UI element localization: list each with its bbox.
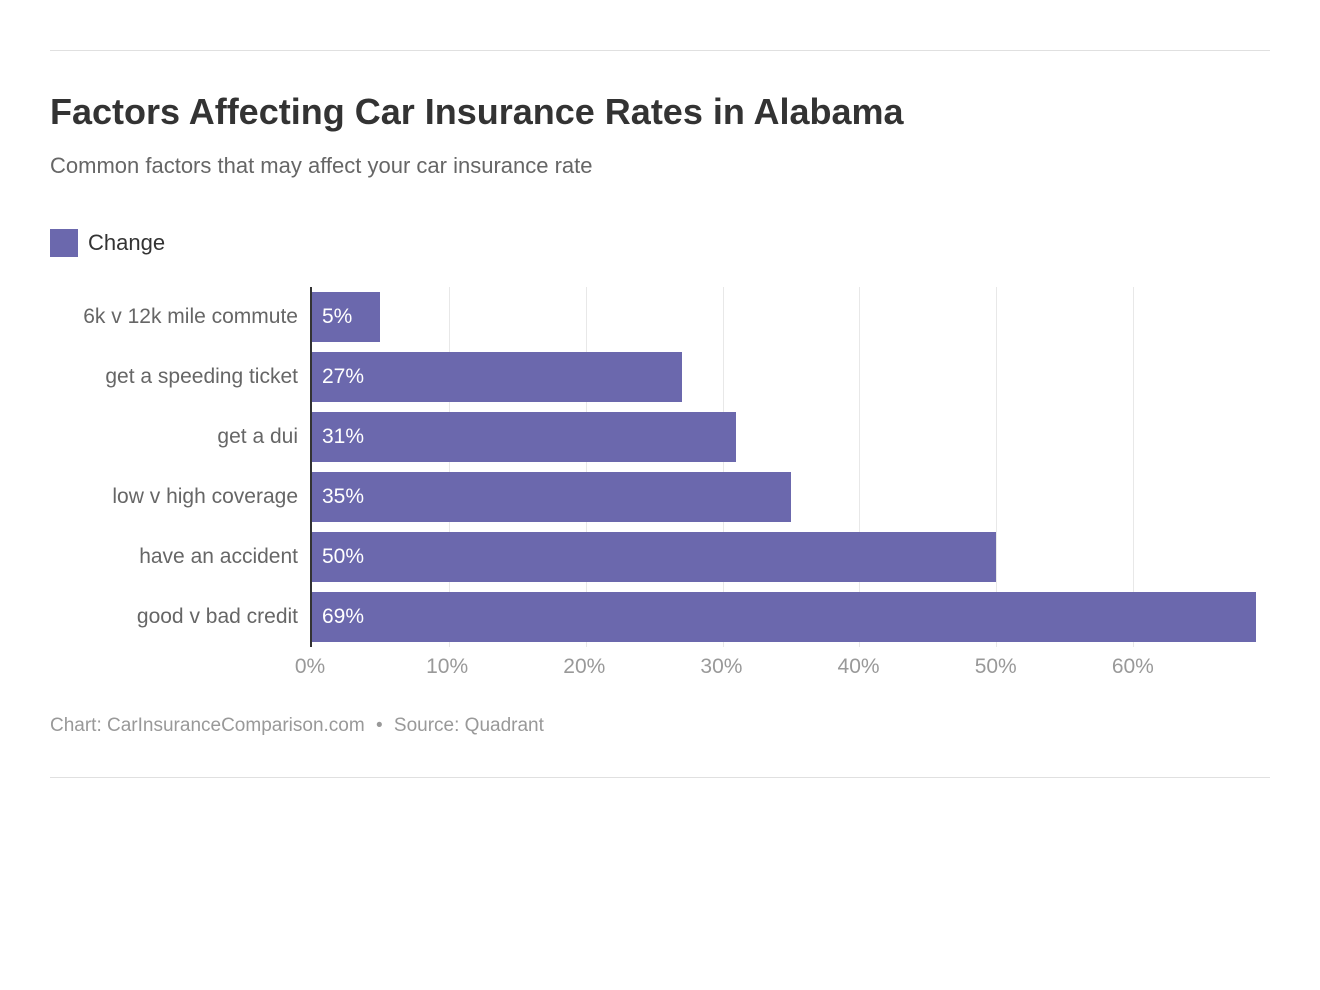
chart-container: Factors Affecting Car Insurance Rates in…: [50, 51, 1270, 777]
x-axis-tick: 50%: [975, 655, 1017, 679]
plot-area: 5% 27% 31% 35% 50% 69%: [310, 287, 1270, 647]
x-axis-tick: 40%: [838, 655, 880, 679]
bar-row: 69%: [312, 587, 1270, 647]
bottom-divider: [50, 777, 1270, 778]
y-axis-label: 6k v 12k mile commute: [50, 287, 310, 347]
legend-swatch: [50, 229, 78, 257]
bar: 31%: [312, 412, 736, 462]
chart-title: Factors Affecting Car Insurance Rates in…: [50, 91, 1270, 133]
credits: Chart: CarInsuranceComparison.com • Sour…: [50, 715, 1270, 737]
bar-row: 27%: [312, 347, 1270, 407]
y-axis-label: good v bad credit: [50, 587, 310, 647]
bar-row: 5%: [312, 287, 1270, 347]
bar: 35%: [312, 472, 791, 522]
bar-row: 50%: [312, 527, 1270, 587]
x-axis-tick: 20%: [563, 655, 605, 679]
bar: 5%: [312, 292, 380, 342]
bars: 5% 27% 31% 35% 50% 69%: [312, 287, 1270, 647]
x-axis-tick: 30%: [700, 655, 742, 679]
bar: 50%: [312, 532, 996, 582]
x-axis-tick: 60%: [1112, 655, 1154, 679]
y-axis-label: low v high coverage: [50, 467, 310, 527]
legend-label: Change: [88, 230, 165, 256]
y-axis-label: get a dui: [50, 407, 310, 467]
x-axis-tick: 0%: [295, 655, 325, 679]
bar: 27%: [312, 352, 682, 402]
y-axis: 6k v 12k mile commuteget a speeding tick…: [50, 287, 310, 647]
legend: Change: [50, 229, 1270, 257]
bar-row: 31%: [312, 407, 1270, 467]
x-axis-tick: 10%: [426, 655, 468, 679]
chart-area: 6k v 12k mile commuteget a speeding tick…: [50, 287, 1270, 647]
bar: 69%: [312, 592, 1256, 642]
y-axis-label: get a speeding ticket: [50, 347, 310, 407]
chart-subtitle: Common factors that may affect your car …: [50, 153, 1270, 179]
credits-source: Source: Quadrant: [394, 715, 544, 736]
credits-chart: Chart: CarInsuranceComparison.com: [50, 715, 365, 736]
bar-row: 35%: [312, 467, 1270, 527]
credits-separator: •: [376, 715, 383, 736]
y-axis-label: have an accident: [50, 527, 310, 587]
x-axis: 0%10%20%30%40%50%60%: [310, 655, 1270, 695]
